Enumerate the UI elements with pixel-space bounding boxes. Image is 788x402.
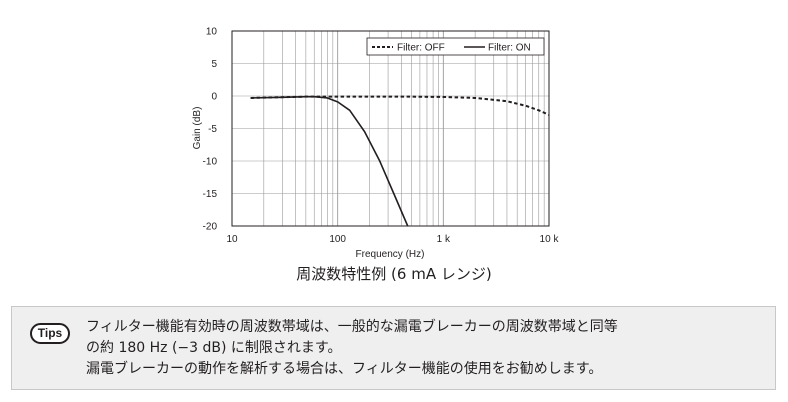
x-tick-label: 1 k: [437, 234, 451, 245]
tips-badge: Tips: [30, 323, 70, 344]
chart-grid: [232, 31, 549, 226]
y-tick-labels: 10 5 0 -5 -10 -15 -20: [203, 27, 218, 233]
legend-box: [366, 37, 545, 56]
y-tick-label: -10: [203, 157, 218, 168]
y-axis-title: Gain (dB): [192, 107, 203, 150]
legend-label-filter-off: Filter: OFF: [397, 43, 445, 54]
series-line-filter-on: [250, 95, 409, 226]
chart-series: [250, 95, 549, 226]
tips-text: フィルター機能有効時の周波数帯域は、一般的な漏電ブレーカーの周波数帯域と同等 の…: [86, 317, 776, 380]
legend: Filter: OFF Filter: ON: [366, 37, 545, 56]
x-tick-label: 10 k: [540, 234, 560, 245]
y-tick-label: -15: [203, 189, 218, 200]
frequency-response-chart: 10 5 0 -5 -10 -15 -20 10 100 1 k 10 k Frequency (…: [192, 27, 559, 261]
x-tick-label: 10: [226, 234, 238, 245]
y-tick-label: -5: [208, 124, 217, 135]
series-line-filter-off: [250, 95, 549, 116]
tips-line: 漏電ブレーカーの動作を解析する場合は、フィルター機能の使用をお勧めします。: [86, 361, 603, 377]
tips-line: の約 180 Hz (−3 dB) に制限されます。: [86, 340, 342, 356]
tips-box: Tips フィルター機能有効時の周波数帯域は、一般的な漏電ブレーカーの周波数帯域…: [11, 306, 776, 390]
legend-label-filter-on: Filter: ON: [488, 43, 531, 54]
y-tick-label: 5: [211, 59, 217, 70]
y-tick-label: 0: [211, 92, 217, 103]
figure-caption: 周波数特性例 (6 mA レンジ): [296, 265, 492, 283]
plot-frame: [231, 30, 550, 227]
y-tick-label: -20: [203, 222, 218, 233]
x-tick-labels: 10 100 1 k 10 k: [226, 234, 559, 245]
x-axis-title: Frequency (Hz): [356, 249, 425, 260]
x-tick-label: 100: [329, 234, 346, 245]
y-tick-label: 10: [206, 27, 218, 38]
tips-line: フィルター機能有効時の周波数帯域は、一般的な漏電ブレーカーの周波数帯域と同等: [86, 319, 618, 335]
